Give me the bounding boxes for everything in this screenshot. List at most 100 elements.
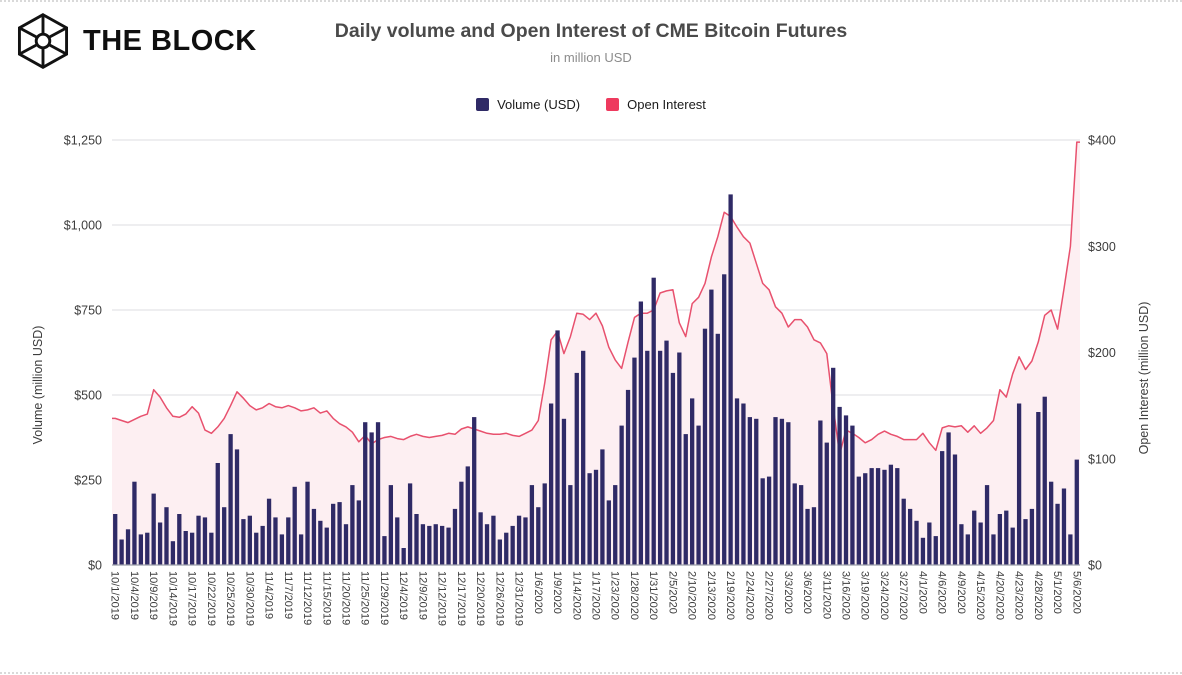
x-axis-tick-label: 4/15/2020 — [974, 571, 986, 620]
volume-bar — [1074, 459, 1079, 565]
legend-item-volume: Volume (USD) — [476, 97, 580, 112]
volume-bar — [1042, 396, 1047, 565]
volume-bar — [850, 425, 855, 565]
x-axis-tick-label: 12/12/2019 — [436, 571, 448, 626]
x-axis-tick-label: 3/24/2020 — [878, 571, 890, 620]
volume-bar — [183, 531, 188, 565]
x-axis-tick-label: 5/1/2020 — [1051, 571, 1063, 614]
volume-bar — [247, 515, 252, 565]
volume-bar — [298, 534, 304, 565]
volume-bar — [375, 422, 381, 565]
volume-bar — [747, 417, 752, 565]
volume-bar — [901, 498, 906, 565]
volume-bar — [279, 534, 285, 565]
volume-bar — [1055, 503, 1060, 565]
volume-bar — [696, 425, 701, 565]
x-axis-tick-label: 3/27/2020 — [897, 571, 909, 620]
volume-bar — [856, 476, 861, 565]
volume-bar — [266, 498, 272, 565]
volume-bar — [170, 541, 176, 565]
x-axis-tick-label: 10/4/2019 — [128, 571, 140, 620]
volume-bar — [632, 357, 637, 565]
volume-bar — [690, 398, 695, 565]
volume-bar — [125, 529, 131, 565]
left-axis-tick-label: $500 — [74, 389, 102, 403]
volume-bar — [805, 508, 810, 565]
x-axis-tick-label: 3/11/2020 — [820, 571, 832, 619]
volume-bar — [786, 422, 791, 565]
volume-bar — [875, 468, 881, 565]
right-axis-title: Open Interest (million USD) — [1137, 302, 1151, 455]
volume-bar — [1036, 412, 1041, 565]
legend-item-open-interest: Open Interest — [606, 97, 706, 112]
volume-bar — [702, 328, 708, 565]
volume-bar — [504, 532, 509, 565]
volume-bar — [574, 372, 579, 565]
x-axis-tick-label: 2/10/2020 — [686, 571, 698, 620]
volume-bar — [677, 352, 682, 565]
volume-bar — [388, 485, 394, 565]
volume-bar — [734, 398, 740, 565]
x-axis-tick-label: 11/7/2019 — [282, 571, 294, 619]
x-axis-tick-label: 4/23/2020 — [1013, 571, 1025, 620]
x-axis-tick-label: 4/9/2020 — [955, 571, 967, 614]
volume-bar — [619, 425, 624, 565]
x-axis-tick-label: 10/14/2019 — [166, 571, 178, 626]
x-axis-tick-label: 10/30/2019 — [243, 571, 255, 626]
page-edge-dots-top — [0, 0, 1182, 2]
volume-bar — [760, 478, 765, 565]
volume-bar — [984, 485, 990, 565]
volume-bar — [164, 507, 169, 565]
volume-bar — [1016, 403, 1022, 565]
x-axis-tick-label: 12/17/2019 — [455, 571, 467, 626]
x-axis-tick-label: 2/13/2020 — [705, 571, 717, 620]
chart-legend: Volume (USD) Open Interest — [0, 97, 1182, 112]
volume-bar — [920, 537, 926, 565]
volume-bar — [132, 481, 137, 565]
volume-bar — [940, 451, 945, 565]
volume-bar — [715, 333, 720, 565]
x-axis-tick-label: 4/20/2020 — [993, 571, 1005, 620]
left-axis-tick-label: $750 — [74, 304, 102, 318]
volume-bar — [869, 468, 874, 565]
volume-bar — [254, 532, 259, 565]
legend-label-open-interest: Open Interest — [627, 97, 706, 112]
volume-bar — [991, 534, 996, 565]
volume-bar — [818, 420, 823, 565]
x-axis-tick-label: 11/15/2019 — [320, 571, 332, 625]
volume-bar — [600, 449, 605, 565]
volume-bar — [657, 350, 663, 565]
x-axis-tick-label: 4/6/2020 — [936, 571, 948, 614]
volume-bar — [811, 507, 817, 565]
left-axis-tick-label: $250 — [74, 474, 102, 488]
volume-bar — [369, 432, 374, 565]
legend-label-volume: Volume (USD) — [497, 97, 581, 112]
volume-bar — [651, 277, 656, 565]
x-axis-tick-label: 1/23/2020 — [609, 571, 621, 620]
volume-bar — [831, 367, 836, 565]
volume-bar — [356, 500, 361, 565]
the-block-logo: THE BLOCK — [14, 10, 257, 72]
volume-bar — [914, 520, 919, 565]
block-cube-icon — [17, 13, 69, 69]
left-axis-tick-label: $1,250 — [64, 134, 102, 148]
volume-bar — [1010, 527, 1015, 565]
volume-bar — [414, 514, 419, 565]
volume-bar — [946, 432, 951, 565]
volume-bar — [843, 415, 849, 565]
x-axis-tick-label: 3/6/2020 — [801, 571, 813, 614]
x-axis-tick-label: 12/31/2019 — [513, 571, 525, 626]
volume-bar — [792, 483, 797, 565]
x-axis-tick-label: 10/17/2019 — [186, 571, 198, 626]
volume-bar — [997, 514, 1003, 565]
volume-bar — [318, 520, 323, 565]
volume-bar — [888, 464, 894, 565]
x-axis-tick-label: 12/20/2019 — [474, 571, 486, 626]
volume-bar — [497, 539, 502, 565]
left-axis-tick-label: $0 — [88, 559, 102, 573]
volume-bar — [837, 406, 842, 565]
volume-bar — [625, 389, 631, 565]
volume-bar — [189, 532, 195, 565]
volume-bar — [119, 539, 124, 565]
volume-bar — [337, 502, 342, 565]
